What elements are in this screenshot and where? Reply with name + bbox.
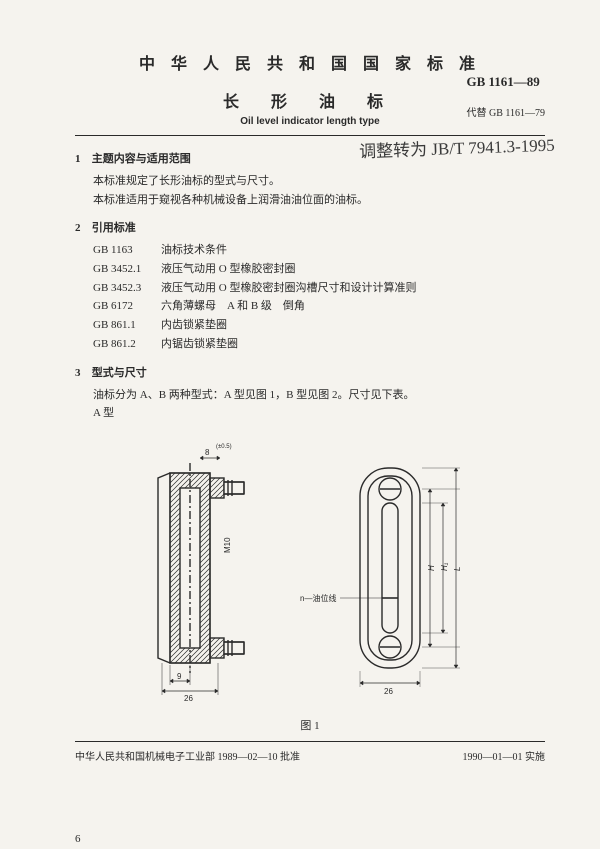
dim-26-left: 26	[184, 694, 193, 703]
technical-drawing: 8 (±0.5) M10 9 26 n—油位线 H H₁ L 26	[100, 433, 520, 703]
dim-8: 8	[205, 448, 210, 457]
footer-left: 中华人民共和国机械电子工业部 1989—02—10 批准	[75, 748, 300, 763]
supersede-prefix: 代替	[466, 108, 486, 119]
header: 中 华 人 民 共 和 国 国 家 标 准 GB 1161—89 代替 GB 1…	[75, 50, 545, 136]
dim-m10: M10	[223, 537, 232, 553]
ref-desc: 六角薄螺母 A 和 B 级 倒角	[161, 297, 305, 316]
ref-row: GB 861.2内锯齿锁紧垫圈	[93, 335, 545, 354]
section-1: 1 主题内容与适用范围 本标准规定了长形油标的型式与尺寸。 本标准适用于窥视各种…	[75, 150, 545, 209]
label-n: n—油位线	[300, 593, 336, 603]
standard-page: 中 华 人 民 共 和 国 国 家 标 准 GB 1161—89 代替 GB 1…	[0, 0, 600, 783]
section-num: 3	[75, 367, 89, 379]
ref-row: GB 3452.3液压气动用 O 型橡胶密封圈沟槽尺寸和设计计算准则	[93, 279, 545, 298]
section-body: 本标准规定了长形油标的型式与尺寸。 本标准适用于窥视各种机械设备上润滑油油位面的…	[75, 172, 545, 209]
ref-row: GB 861.1内齿锁紧垫圈	[93, 316, 545, 335]
section-3: 3 型式与尺寸 油标分为 A、B 两种型式：A 型见图 1，B 型见图 2。尺寸…	[75, 364, 545, 423]
org-title: 中 华 人 民 共 和 国 国 家 标 准	[75, 50, 545, 74]
ref-code: GB 3452.3	[93, 279, 161, 298]
ref-code: GB 1163	[93, 241, 161, 260]
dim-9: 9	[177, 672, 182, 681]
ref-desc: 液压气动用 O 型橡胶密封圈沟槽尺寸和设计计算准则	[161, 279, 416, 298]
section-body: GB 1163油标技术条件 GB 3452.1液压气动用 O 型橡胶密封圈 GB…	[75, 241, 545, 353]
ref-row: GB 1163油标技术条件	[93, 241, 545, 260]
page-number: 6	[75, 833, 81, 845]
footer-right: 1990—01—01 实施	[463, 748, 546, 763]
section-heading: 2 引用标准	[75, 219, 545, 235]
body-line: A 型	[93, 404, 545, 423]
ref-code: GB 3452.1	[93, 260, 161, 279]
body-line: 本标准适用于窥视各种机械设备上润滑油油位面的油标。	[93, 191, 545, 210]
section-body: 油标分为 A、B 两种型式：A 型见图 1，B 型见图 2。尺寸见下表。 A 型	[75, 386, 545, 423]
section-num: 2	[75, 222, 89, 234]
dim-l: L	[453, 566, 462, 570]
section-num: 1	[75, 153, 89, 165]
section-title: 型式与尺寸	[92, 367, 147, 379]
body-line: 本标准规定了长形油标的型式与尺寸。	[93, 172, 545, 191]
ref-row: GB 3452.1液压气动用 O 型橡胶密封圈	[93, 260, 545, 279]
supersede-code: GB 1161—79	[489, 108, 545, 119]
ref-desc: 油标技术条件	[161, 241, 227, 260]
section-2: 2 引用标准 GB 1163油标技术条件 GB 3452.1液压气动用 O 型橡…	[75, 219, 545, 353]
ref-desc: 内锯齿锁紧垫圈	[161, 335, 238, 354]
section-title: 引用标准	[92, 222, 136, 234]
body-line: 油标分为 A、B 两种型式：A 型见图 1，B 型见图 2。尺寸见下表。	[93, 386, 545, 405]
figure-1: 8 (±0.5) M10 9 26 n—油位线 H H₁ L 26	[75, 433, 545, 713]
dim-26-right: 26	[384, 687, 393, 696]
ref-row: GB 6172六角薄螺母 A 和 B 级 倒角	[93, 297, 545, 316]
figure-caption: 图 1	[75, 717, 545, 733]
ref-code: GB 861.2	[93, 335, 161, 354]
standard-code: GB 1161—89	[466, 74, 545, 90]
dim-h1: H₁	[440, 562, 449, 571]
dim-8-note: (±0.5)	[216, 444, 232, 450]
footer: 中华人民共和国机械电子工业部 1989—02—10 批准 1990—01—01 …	[75, 741, 545, 763]
ref-code: GB 6172	[93, 297, 161, 316]
dim-h: H	[427, 565, 436, 571]
ref-code: GB 861.1	[93, 316, 161, 335]
section-heading: 3 型式与尺寸	[75, 364, 545, 380]
code-box: GB 1161—89 代替 GB 1161—79	[466, 74, 545, 119]
supersede: 代替 GB 1161—79	[466, 104, 545, 119]
ref-desc: 内齿锁紧垫圈	[161, 316, 227, 335]
section-title: 主题内容与适用范围	[92, 153, 191, 165]
ref-desc: 液压气动用 O 型橡胶密封圈	[161, 260, 295, 279]
